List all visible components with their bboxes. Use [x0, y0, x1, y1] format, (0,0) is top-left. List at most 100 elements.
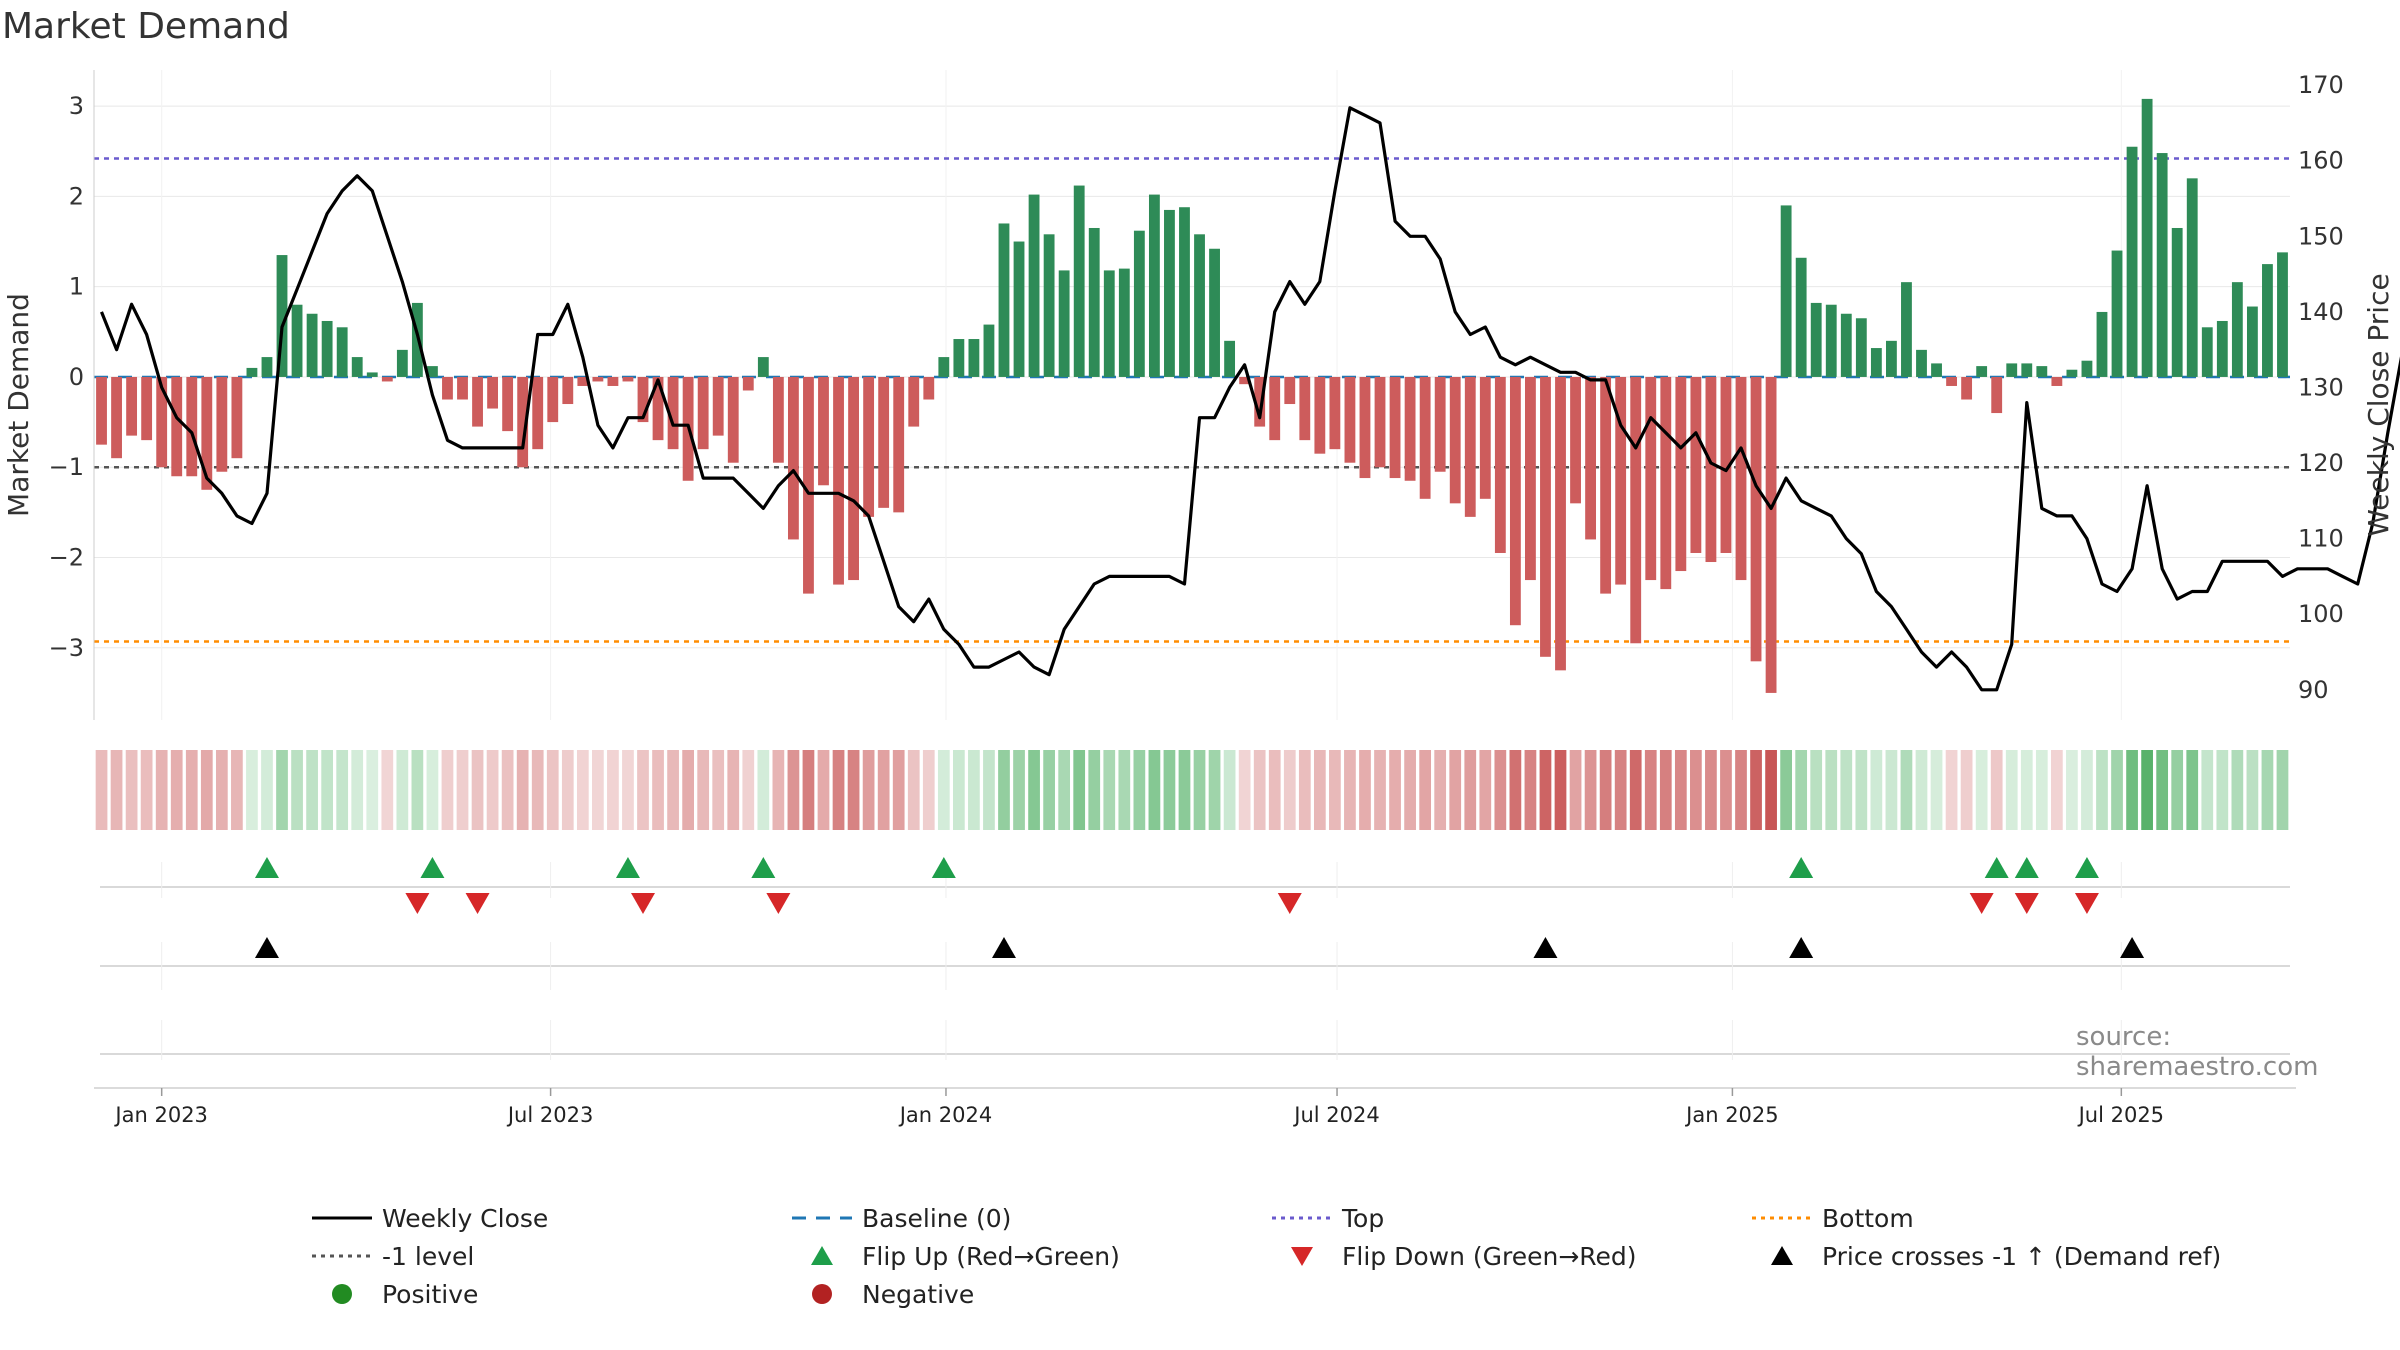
demand-bar — [1194, 234, 1205, 377]
heat-cell — [185, 750, 198, 830]
heat-cell — [2216, 750, 2229, 830]
y2-tick-label: 150 — [2298, 222, 2344, 250]
heat-cell — [817, 750, 830, 830]
date-tick-label: Jul 2025 — [2077, 1103, 2164, 1127]
demand-bar — [1329, 376, 1341, 450]
demand-bar — [2156, 153, 2168, 377]
demand-bar — [1991, 376, 2003, 414]
demand-bar — [517, 376, 529, 468]
legend-baseline-swatch — [792, 1216, 852, 1220]
heat-cell — [1915, 750, 1928, 830]
demand-bar — [1855, 318, 1867, 377]
heat-cell — [892, 750, 905, 830]
heat-cell — [622, 750, 634, 830]
heat-cell — [787, 750, 800, 830]
demand-bar — [1179, 207, 1190, 377]
y-tick-label: 1 — [69, 273, 84, 301]
demand-bar — [2171, 227, 2183, 377]
heat-cell — [486, 750, 499, 830]
legend-price-cross: Price crosses -1 ↑ (Demand ref) — [1748, 1238, 2221, 1274]
heat-cell — [1795, 750, 1808, 830]
demand-bar — [126, 376, 138, 436]
heat-cell — [2276, 750, 2289, 830]
demand-bar — [697, 376, 709, 450]
y2-tick-label: 140 — [2298, 298, 2344, 326]
demand-bar — [607, 376, 619, 386]
demand-bar — [1043, 234, 1055, 377]
heat-cell — [1479, 750, 1492, 830]
heat-cell — [1750, 750, 1762, 830]
heat-cell — [1118, 750, 1131, 830]
heat-cell — [2111, 750, 2123, 830]
heat-cell — [937, 750, 950, 830]
demand-bar — [1750, 376, 1762, 662]
flip-down-marker — [766, 893, 791, 914]
heat-cell — [2050, 750, 2063, 830]
heat-cell — [2066, 750, 2078, 830]
demand-bar — [1600, 376, 1612, 594]
heat-cell — [261, 750, 273, 830]
demand-bar — [757, 357, 769, 377]
heat-cell — [1569, 750, 1582, 830]
heat-cell — [1313, 750, 1326, 830]
heat-cell — [125, 750, 138, 830]
heat-cell — [516, 750, 529, 830]
price-line-layer — [100, 106, 2400, 692]
demand-bar — [1374, 376, 1386, 468]
flip-down-marker — [631, 893, 655, 914]
heat-cell — [2126, 750, 2138, 830]
demand-bar — [1434, 376, 1446, 472]
demand-bar — [1164, 209, 1175, 377]
heat-cell — [727, 750, 740, 830]
demand-bar — [1976, 366, 1988, 377]
demand-bar — [1464, 376, 1476, 517]
heat-cell — [1058, 750, 1071, 830]
demand-bar — [2186, 178, 2198, 377]
heat-cell — [276, 750, 288, 830]
flip-down-marker — [2014, 893, 2039, 914]
heat-cell — [2020, 750, 2033, 830]
heat-cell — [712, 750, 725, 830]
date-axis: Jan 2023 Jul 2023 Jan 2024 Jul 2024 Jan 2025… — [113, 1088, 2164, 1127]
heat-cell — [426, 750, 439, 830]
legend-flip-down-label: Flip Down (Green→Red) — [1342, 1241, 1637, 1271]
demand-bar — [96, 376, 107, 445]
heat-cell — [1298, 750, 1311, 830]
heat-cell — [1840, 750, 1853, 830]
heat-cell — [2081, 750, 2093, 830]
heat-cell — [1013, 750, 1025, 830]
heat-cell — [1599, 750, 1612, 830]
legend-top-swatch — [1272, 1216, 1332, 1220]
heat-cell — [1374, 750, 1386, 830]
heat-cell — [2201, 750, 2214, 830]
date-tick-label: Jan 2024 — [898, 1103, 993, 1127]
date-tick-label: Jan 2023 — [113, 1103, 208, 1127]
heat-cell — [1133, 750, 1146, 830]
demand-bar — [1675, 376, 1687, 572]
y2-axis-title: Weekly Close Price — [2362, 273, 2395, 536]
demand-bar — [1299, 376, 1311, 441]
demand-bar — [1389, 376, 1401, 479]
heat-cell — [847, 750, 860, 830]
demand-bar — [742, 376, 754, 391]
demand-bar — [2262, 264, 2273, 377]
demand-bar — [592, 376, 604, 382]
heat-cell — [592, 750, 604, 830]
heat-cell — [1193, 750, 1206, 830]
demand-bar — [1615, 376, 1627, 585]
heat-cell — [1389, 750, 1401, 830]
legend-baseline-label: Baseline (0) — [862, 1203, 1012, 1233]
reference-lines — [94, 157, 2290, 643]
demand-bar — [833, 376, 844, 585]
demand-bar — [1765, 376, 1777, 693]
demand-bar — [1269, 376, 1281, 441]
heat-cell — [441, 750, 454, 830]
heat-cell — [1960, 750, 1973, 830]
demand-bar — [1073, 185, 1085, 377]
demand-bar — [1946, 376, 1957, 386]
demand-bar — [562, 376, 574, 405]
legend-flip-up-label: Flip Up (Red→Green) — [862, 1241, 1120, 1271]
demand-bar — [246, 367, 258, 377]
negative-dot-icon — [812, 1284, 832, 1304]
